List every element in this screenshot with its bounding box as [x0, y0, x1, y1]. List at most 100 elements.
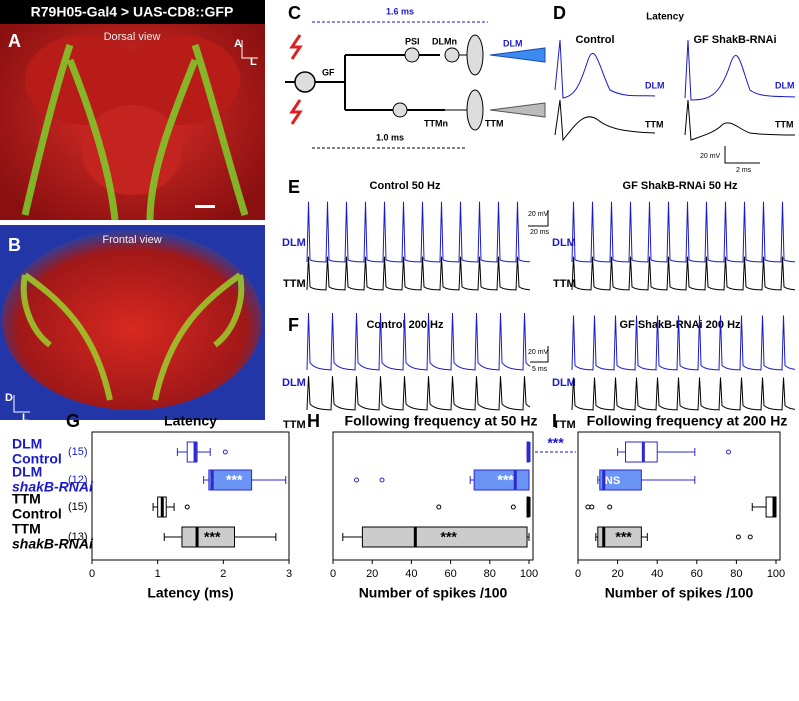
n-label: (15) — [68, 501, 88, 513]
outlier — [354, 477, 360, 483]
x-tick-label: 0 — [89, 568, 95, 580]
x-tick-label: 2 — [220, 568, 226, 580]
row-label: Control — [12, 451, 62, 467]
image-title: R79H05-Gal4 > UAS-CD8::GFP — [31, 4, 234, 20]
trace-label: DLM — [645, 80, 665, 90]
outlier — [379, 477, 385, 483]
trace-label: DLM — [282, 237, 306, 249]
trace-label: DLM — [775, 80, 795, 90]
trace — [571, 256, 795, 291]
stat-label: *** — [497, 472, 514, 488]
view-label: Frontal view — [102, 234, 161, 246]
chart-title: Following frequency at 200 Hz — [587, 413, 788, 429]
row-label: DLM — [12, 436, 42, 452]
node-label: DLM — [503, 38, 523, 48]
trace — [684, 99, 796, 141]
x-tick-label: 0 — [575, 568, 581, 580]
row-label: shakB-RNAi — [12, 479, 94, 495]
box — [599, 469, 642, 491]
row-label: TTM — [12, 521, 41, 537]
outlier — [589, 504, 595, 510]
scale-label: 20 mV — [700, 153, 721, 160]
stat-label: *** — [615, 529, 632, 545]
x-tick-label: 100 — [520, 568, 538, 580]
trace — [306, 312, 531, 371]
time-label: 1.6 ms — [386, 6, 414, 16]
box — [765, 496, 777, 518]
panel-letter: H — [307, 411, 320, 431]
row-label: DLM — [12, 464, 42, 480]
panel-letter: D — [553, 3, 566, 23]
node-label: DLMn — [432, 36, 457, 46]
outlier — [184, 504, 190, 510]
outlier — [510, 504, 516, 510]
trace-title: Control — [575, 34, 614, 46]
plot-frame — [332, 431, 534, 561]
image-b — [0, 225, 265, 420]
trace — [306, 376, 531, 411]
scale-label: 5 ms — [532, 366, 548, 373]
trace-label: TTM — [283, 419, 306, 431]
scale-label: 20 ms — [530, 229, 550, 236]
x-tick-label: 100 — [767, 568, 785, 580]
outlier — [735, 534, 741, 540]
outlier — [436, 504, 442, 510]
panel-letter: A — [8, 31, 21, 51]
axis-label: A — [234, 38, 242, 50]
box — [181, 526, 235, 548]
time-label: 1.0 ms — [376, 132, 404, 142]
x-tick-label: 1 — [155, 568, 161, 580]
stat-label: NS — [605, 475, 620, 487]
x-axis-label: Number of spikes /100 — [605, 585, 754, 601]
x-tick-label: 60 — [444, 568, 456, 580]
trace-label: DLM — [552, 237, 576, 249]
node-label: PSI — [405, 36, 420, 46]
row-label: shakB-RNAi — [12, 536, 94, 552]
trace — [554, 39, 656, 99]
n-label: (15) — [68, 446, 88, 458]
x-tick-label: 40 — [405, 568, 417, 580]
stat-label: *** — [204, 529, 221, 545]
panel-letter: E — [288, 177, 300, 197]
plot-frame — [577, 431, 781, 561]
plot-frame — [91, 431, 290, 561]
node-label: TTMn — [424, 118, 448, 128]
scale-label: 20 mV — [528, 349, 549, 356]
axis-label: L — [250, 56, 257, 68]
trace — [571, 201, 795, 263]
panel-letter: F — [288, 315, 299, 335]
trace — [571, 315, 795, 371]
outlier — [725, 449, 731, 455]
trace — [554, 99, 656, 142]
trace-title: GF ShakB-RNAi 50 Hz — [623, 180, 738, 192]
node-label: GF — [322, 67, 335, 77]
comparison-label: *** — [547, 435, 564, 451]
box — [597, 526, 642, 548]
x-tick-label: 40 — [651, 568, 663, 580]
stat-label: *** — [441, 529, 458, 545]
x-axis-label: Latency (ms) — [147, 585, 233, 601]
node-label: TTM — [485, 118, 504, 128]
trace-title: GF ShakB-RNAi — [693, 34, 776, 46]
chart-title: Following frequency at 50 Hz — [345, 413, 538, 429]
traces — [306, 39, 796, 411]
box — [186, 441, 198, 463]
box — [208, 469, 253, 491]
image-a — [0, 0, 265, 221]
chart-title: Latency — [164, 413, 217, 429]
axis-label: D — [5, 392, 13, 404]
trace-label: TTM — [553, 419, 576, 431]
trace-label: DLM — [552, 377, 576, 389]
row-label: Control — [12, 506, 62, 522]
panel-letter: B — [8, 235, 21, 255]
trace-label: DLM — [282, 377, 306, 389]
x-tick-label: 60 — [691, 568, 703, 580]
stat-label: *** — [226, 472, 243, 488]
x-axis-label: Number of spikes /100 — [359, 585, 508, 601]
x-tick-label: 3 — [286, 568, 292, 580]
x-tick-label: 0 — [330, 568, 336, 580]
trace-label: TTM — [283, 278, 306, 290]
trace — [306, 201, 530, 263]
circuit-diagram — [285, 21, 546, 149]
